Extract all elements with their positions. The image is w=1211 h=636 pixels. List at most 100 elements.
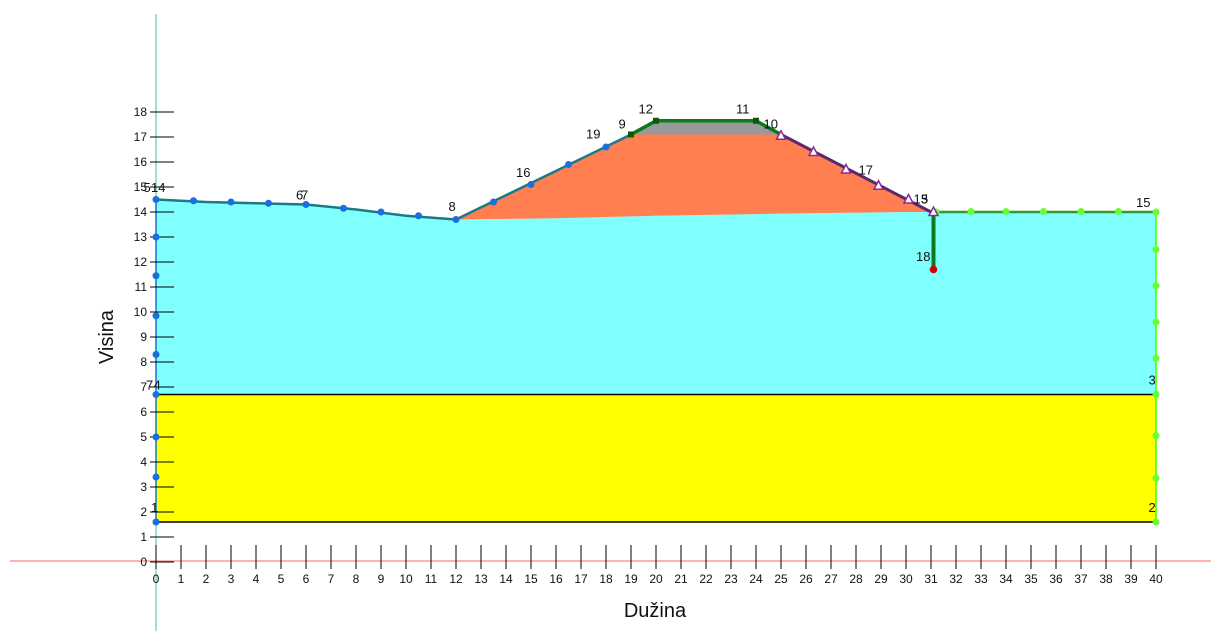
- node-point-blue: [152, 433, 160, 441]
- x-tick-label: 2: [203, 572, 210, 586]
- y-tick-label: 18: [134, 105, 148, 119]
- node-point-blue: [377, 208, 385, 216]
- x-tick-label: 3: [228, 572, 235, 586]
- x-axis-title: Dužina: [624, 600, 687, 622]
- x-tick-label: 12: [449, 572, 463, 586]
- node-label: 12: [639, 101, 653, 116]
- node-point-triangle: [807, 145, 820, 157]
- node-label: 13: [914, 191, 928, 206]
- x-tick-label: 6: [303, 572, 310, 586]
- x-tick-label: 38: [1099, 572, 1113, 586]
- y-tick-label: 6: [140, 405, 147, 419]
- node-label: 7: [146, 378, 153, 393]
- x-tick-label: 15: [524, 572, 538, 586]
- x-tick-label: 29: [874, 572, 888, 586]
- x-tick-label: 22: [699, 572, 713, 586]
- x-tick-label: 36: [1049, 572, 1063, 586]
- node-label: 11: [736, 101, 750, 116]
- y-tick-label: 2: [140, 505, 147, 519]
- node-point-green: [1115, 208, 1122, 215]
- node-point-square: [653, 117, 659, 124]
- layer-middle: [156, 199, 1156, 395]
- y-tick-label: 11: [135, 280, 148, 294]
- node-point-blue: [527, 181, 535, 188]
- x-tick-label: 7: [328, 572, 335, 586]
- node-point-blue: [152, 391, 160, 398]
- node-point-blue: [452, 216, 460, 223]
- y-tick-label: 1: [140, 530, 147, 544]
- embankment-crest-line: [630, 119, 782, 137]
- x-tick-label: 34: [999, 572, 1013, 586]
- node-point-blue: [415, 212, 422, 220]
- x-tick-label: 20: [649, 572, 663, 586]
- node-label: 8: [449, 199, 456, 214]
- y-tick-label: 12: [134, 255, 148, 269]
- node-label: 16: [516, 165, 530, 180]
- x-tick-label: 27: [824, 572, 838, 586]
- node-point-blue: [302, 201, 310, 208]
- y-tick-label: 0: [140, 555, 147, 569]
- node-point-blue: [265, 199, 272, 207]
- y-tick-label: 13: [134, 230, 148, 244]
- y-axis-title: Visina: [96, 309, 118, 364]
- node-point-blue: [227, 198, 235, 206]
- node-point-blue: [340, 204, 347, 212]
- node-point-green: [1152, 391, 1160, 398]
- x-tick-label: 24: [749, 572, 763, 586]
- node-point-green: [1002, 208, 1010, 215]
- embankment-slope-left: [455, 133, 632, 221]
- node-label: 4: [154, 378, 161, 393]
- node-label: 17: [859, 163, 873, 178]
- node-point-triangle: [840, 162, 852, 174]
- node-point-green: [1077, 208, 1085, 215]
- x-tick-label: 13: [474, 572, 488, 586]
- node-label: 10: [764, 116, 778, 131]
- x-tick-label: 4: [253, 572, 260, 586]
- x-tick-label: 16: [549, 572, 563, 586]
- node-point-blue: [190, 197, 197, 205]
- x-tick-label: 5: [278, 572, 285, 586]
- node-point-square: [628, 131, 634, 138]
- y-tick-label: 7: [140, 380, 147, 394]
- x-tick-label: 11: [425, 572, 438, 586]
- x-tick-label: 39: [1124, 572, 1138, 586]
- x-tick-label: 23: [724, 572, 738, 586]
- x-tick-label: 9: [378, 572, 385, 586]
- node-label: 1: [151, 500, 158, 515]
- soil-layers: [156, 120, 1156, 522]
- y-tick-label: 10: [134, 305, 148, 319]
- node-point-green: [1152, 318, 1160, 326]
- node-label: 14: [151, 180, 165, 195]
- x-tick-label: 0: [153, 572, 160, 586]
- node-point-blue: [152, 351, 160, 358]
- node-point-triangle: [927, 205, 940, 217]
- node-label: 5: [921, 191, 928, 206]
- y-tick-label: 3: [140, 480, 147, 494]
- node-point-green: [1152, 354, 1160, 362]
- node-point-blue: [152, 473, 160, 481]
- x-tick-label: 25: [774, 572, 788, 586]
- x-tick-label: 10: [399, 572, 413, 586]
- node-label: 5: [144, 180, 151, 195]
- y-tick-label: 17: [134, 130, 148, 144]
- node-point-blue: [152, 312, 160, 320]
- x-tick-label: 1: [178, 572, 185, 586]
- node-point-green: [1152, 432, 1160, 440]
- y-tick-label: 4: [140, 455, 147, 469]
- layer-bottom: [156, 394, 1156, 522]
- node-point-green: [1152, 518, 1160, 526]
- node-point-triangle: [775, 129, 787, 140]
- node-point-blue: [490, 198, 497, 206]
- node-label: 2: [1149, 500, 1156, 515]
- node-point-green: [1040, 208, 1047, 215]
- node-label: 7: [301, 188, 308, 203]
- x-tick-label: 40: [1149, 572, 1163, 586]
- node-point-blue: [152, 233, 160, 241]
- x-tick-label: 21: [674, 572, 688, 586]
- x-tick-label: 30: [899, 572, 913, 586]
- node-label: 3: [1149, 373, 1156, 388]
- y-tick-label: 14: [134, 205, 148, 219]
- x-axis: 0 1 2 3 4 5 6 7 8 9 10 11 12 13 14 15 16 17 18 19 20 21 22 23 24…: [153, 545, 1163, 586]
- x-tick-label: 32: [949, 572, 963, 586]
- node-point-green: [967, 208, 975, 215]
